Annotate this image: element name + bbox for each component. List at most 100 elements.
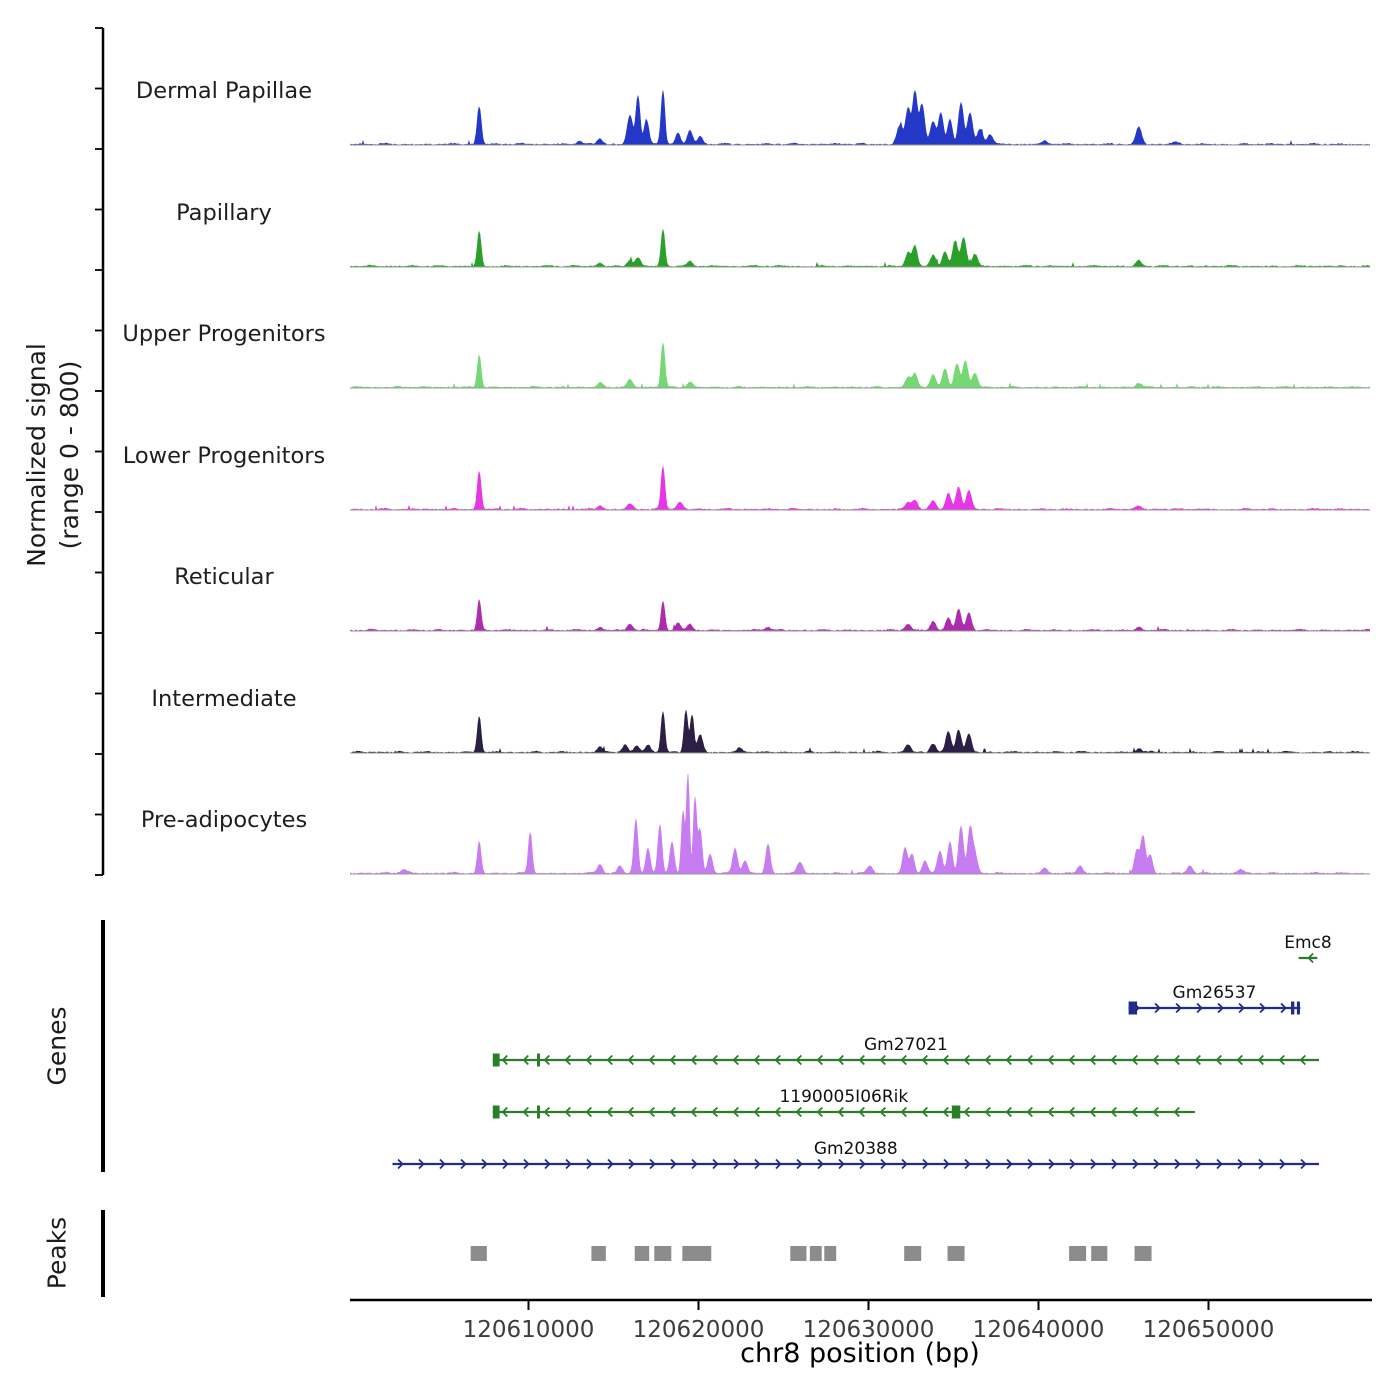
signal-area [350, 90, 1370, 146]
strand-arrow-icon [753, 1106, 760, 1118]
strand-arrow-icon [900, 1054, 907, 1066]
signal-area [350, 709, 1370, 753]
peak-box [1091, 1246, 1108, 1261]
strand-arrow-icon [796, 1158, 803, 1170]
strand-arrow-icon [837, 1106, 844, 1118]
strand-arrow-icon [502, 1158, 509, 1170]
strand-arrow-icon [627, 1054, 634, 1066]
gene-model-Gm20388: Gm20388 [392, 1139, 1319, 1170]
strand-arrow-icon [1299, 1054, 1306, 1066]
strand-arrow-icon [1173, 1106, 1180, 1118]
strand-arrow-icon [1047, 1054, 1054, 1066]
gene-exon-block [537, 1053, 540, 1067]
strand-arrow-icon [1300, 1158, 1307, 1170]
strand-arrow-icon [753, 1054, 760, 1066]
signal-area [350, 342, 1370, 389]
signal-plot [350, 90, 1370, 146]
gene-model-Emc8: Emc8 [1284, 933, 1332, 964]
strand-arrow-icon [586, 1158, 593, 1170]
strand-arrow-icon [1257, 1054, 1264, 1066]
strand-arrow-icon [522, 1054, 529, 1066]
track-label: Papillary [176, 199, 272, 226]
strand-arrow-icon [1131, 1054, 1138, 1066]
strand-arrow-icon [984, 1054, 991, 1066]
strand-arrow-icon [1005, 1054, 1012, 1066]
strand-arrow-icon [565, 1158, 572, 1170]
strand-arrow-icon [1259, 1002, 1266, 1014]
gene-label: Gm26537 [1173, 983, 1257, 1003]
strand-arrow-icon [942, 1106, 949, 1118]
track-label: Pre-adipocytes [140, 807, 308, 833]
peak-box [634, 1246, 650, 1261]
track-row-upper-progenitors: Upper Progenitors [0, 271, 1400, 392]
strand-arrow-icon [879, 1054, 886, 1066]
strand-arrow-icon [1048, 1158, 1055, 1170]
strand-arrow-icon [669, 1054, 676, 1066]
track-row-intermediate: Intermediate [0, 636, 1400, 757]
strand-arrow-icon [564, 1054, 571, 1066]
strand-arrow-icon [543, 1054, 550, 1066]
strand-arrow-icon [1110, 1106, 1117, 1118]
strand-arrow-icon [460, 1158, 467, 1170]
strand-arrow-icon [543, 1106, 550, 1118]
signal-tracks: Dermal Papillae Papillary Upper Progenitor… [0, 78, 1400, 878]
genes-track: Emc8 Gm26537 Gm27021 1190005I06Rik Gm20388 [392, 933, 1332, 1170]
strand-arrow-icon [1089, 1054, 1096, 1066]
strand-arrow-icon [501, 1106, 508, 1118]
track-label: Lower Progenitors [122, 442, 326, 469]
strand-arrow-icon [921, 1106, 928, 1118]
strand-arrow-icon [921, 1054, 928, 1066]
strand-arrow-icon [690, 1106, 697, 1118]
strand-arrow-icon [774, 1106, 781, 1118]
strand-arrow-icon [1026, 1106, 1033, 1118]
signal-plot [350, 709, 1370, 753]
peaks-axis-line [101, 1210, 105, 1297]
strand-arrow-icon [963, 1054, 970, 1066]
strand-arrow-icon [754, 1158, 761, 1170]
strand-arrow-icon [838, 1158, 845, 1170]
gene-exon-block [492, 1053, 500, 1067]
strand-arrow-icon [648, 1054, 655, 1066]
strand-arrow-icon [816, 1054, 823, 1066]
strand-arrow-icon [1215, 1054, 1222, 1066]
track-label: Reticular [174, 564, 274, 590]
x-axis: 120610000 120620000 120630000 120640000 1206… [350, 1298, 1372, 1343]
strand-arrow-icon [1173, 1054, 1180, 1066]
strand-arrow-icon [1195, 1158, 1202, 1170]
strand-arrow-icon [922, 1158, 929, 1170]
peak-box [654, 1246, 672, 1261]
strand-arrow-icon [669, 1106, 676, 1118]
strand-arrow-icon [858, 1054, 865, 1066]
gene-label: Gm27021 [864, 1035, 948, 1055]
peak-box [790, 1246, 807, 1261]
strand-arrow-icon [481, 1158, 488, 1170]
strand-arrow-icon [691, 1158, 698, 1170]
strand-arrow-icon [397, 1158, 404, 1170]
track-row-lower-progenitors: Lower Progenitors [0, 393, 1400, 514]
strand-arrow-icon [775, 1158, 782, 1170]
track-row-pre-adipocytes: Pre-adipocytes [0, 757, 1400, 878]
strand-arrow-icon [1258, 1158, 1265, 1170]
strand-arrow-icon [501, 1054, 508, 1066]
strand-arrow-icon [1174, 1158, 1181, 1170]
signal-area [350, 465, 1370, 510]
strand-arrow-icon [732, 1054, 739, 1066]
peak-box [824, 1246, 837, 1261]
strand-arrow-icon [733, 1158, 740, 1170]
strand-arrow-icon [1175, 1002, 1182, 1014]
strand-arrow-icon [711, 1054, 718, 1066]
strand-arrow-icon [439, 1158, 446, 1170]
strand-arrow-icon [880, 1158, 887, 1170]
gene-exon-block [1290, 1001, 1295, 1015]
strand-arrow-icon [837, 1054, 844, 1066]
strand-arrow-icon [1069, 1158, 1076, 1170]
strand-arrow-icon [1005, 1106, 1012, 1118]
signal-plot [350, 465, 1370, 510]
strand-arrow-icon [1152, 1106, 1159, 1118]
strand-arrow-icon [670, 1158, 677, 1170]
strand-arrow-icon [607, 1158, 614, 1170]
x-axis-tick-label: 120610000 [463, 1317, 595, 1343]
x-axis-tick-label: 120650000 [1143, 1317, 1275, 1343]
strand-arrow-icon [942, 1054, 949, 1066]
